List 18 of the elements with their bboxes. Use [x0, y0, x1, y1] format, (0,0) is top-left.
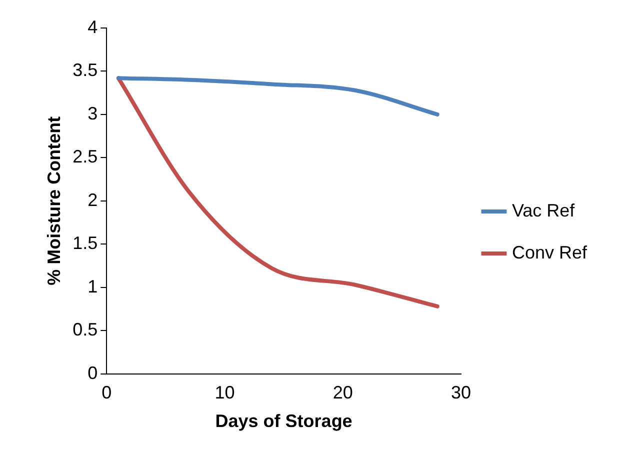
- y-tick-label: 2.5: [72, 146, 98, 167]
- legend-label: Vac Ref: [512, 200, 576, 220]
- line-series: [116, 76, 440, 116]
- x-axis-title: Days of Storage: [215, 411, 352, 432]
- legend-label: Conv Ref: [512, 242, 588, 262]
- x-tick-label: 30: [450, 382, 471, 403]
- x-tick-label: 0: [102, 382, 112, 403]
- y-tick-label: 3.5: [72, 60, 98, 80]
- y-tick-label: 3: [88, 103, 98, 124]
- y-tick-label: 0: [88, 362, 98, 383]
- x-tick-label: 20: [332, 382, 353, 403]
- y-axis-title: % Moisture Content: [44, 116, 64, 286]
- y-tick-label: 1.5: [72, 233, 98, 254]
- y-tick-label: 4: [88, 16, 98, 37]
- y-tick-label: 0.5: [72, 320, 98, 340]
- y-tick-label: 2: [88, 190, 98, 210]
- y-tick-label: 1: [88, 276, 98, 296]
- x-tick-label: 10: [214, 382, 235, 403]
